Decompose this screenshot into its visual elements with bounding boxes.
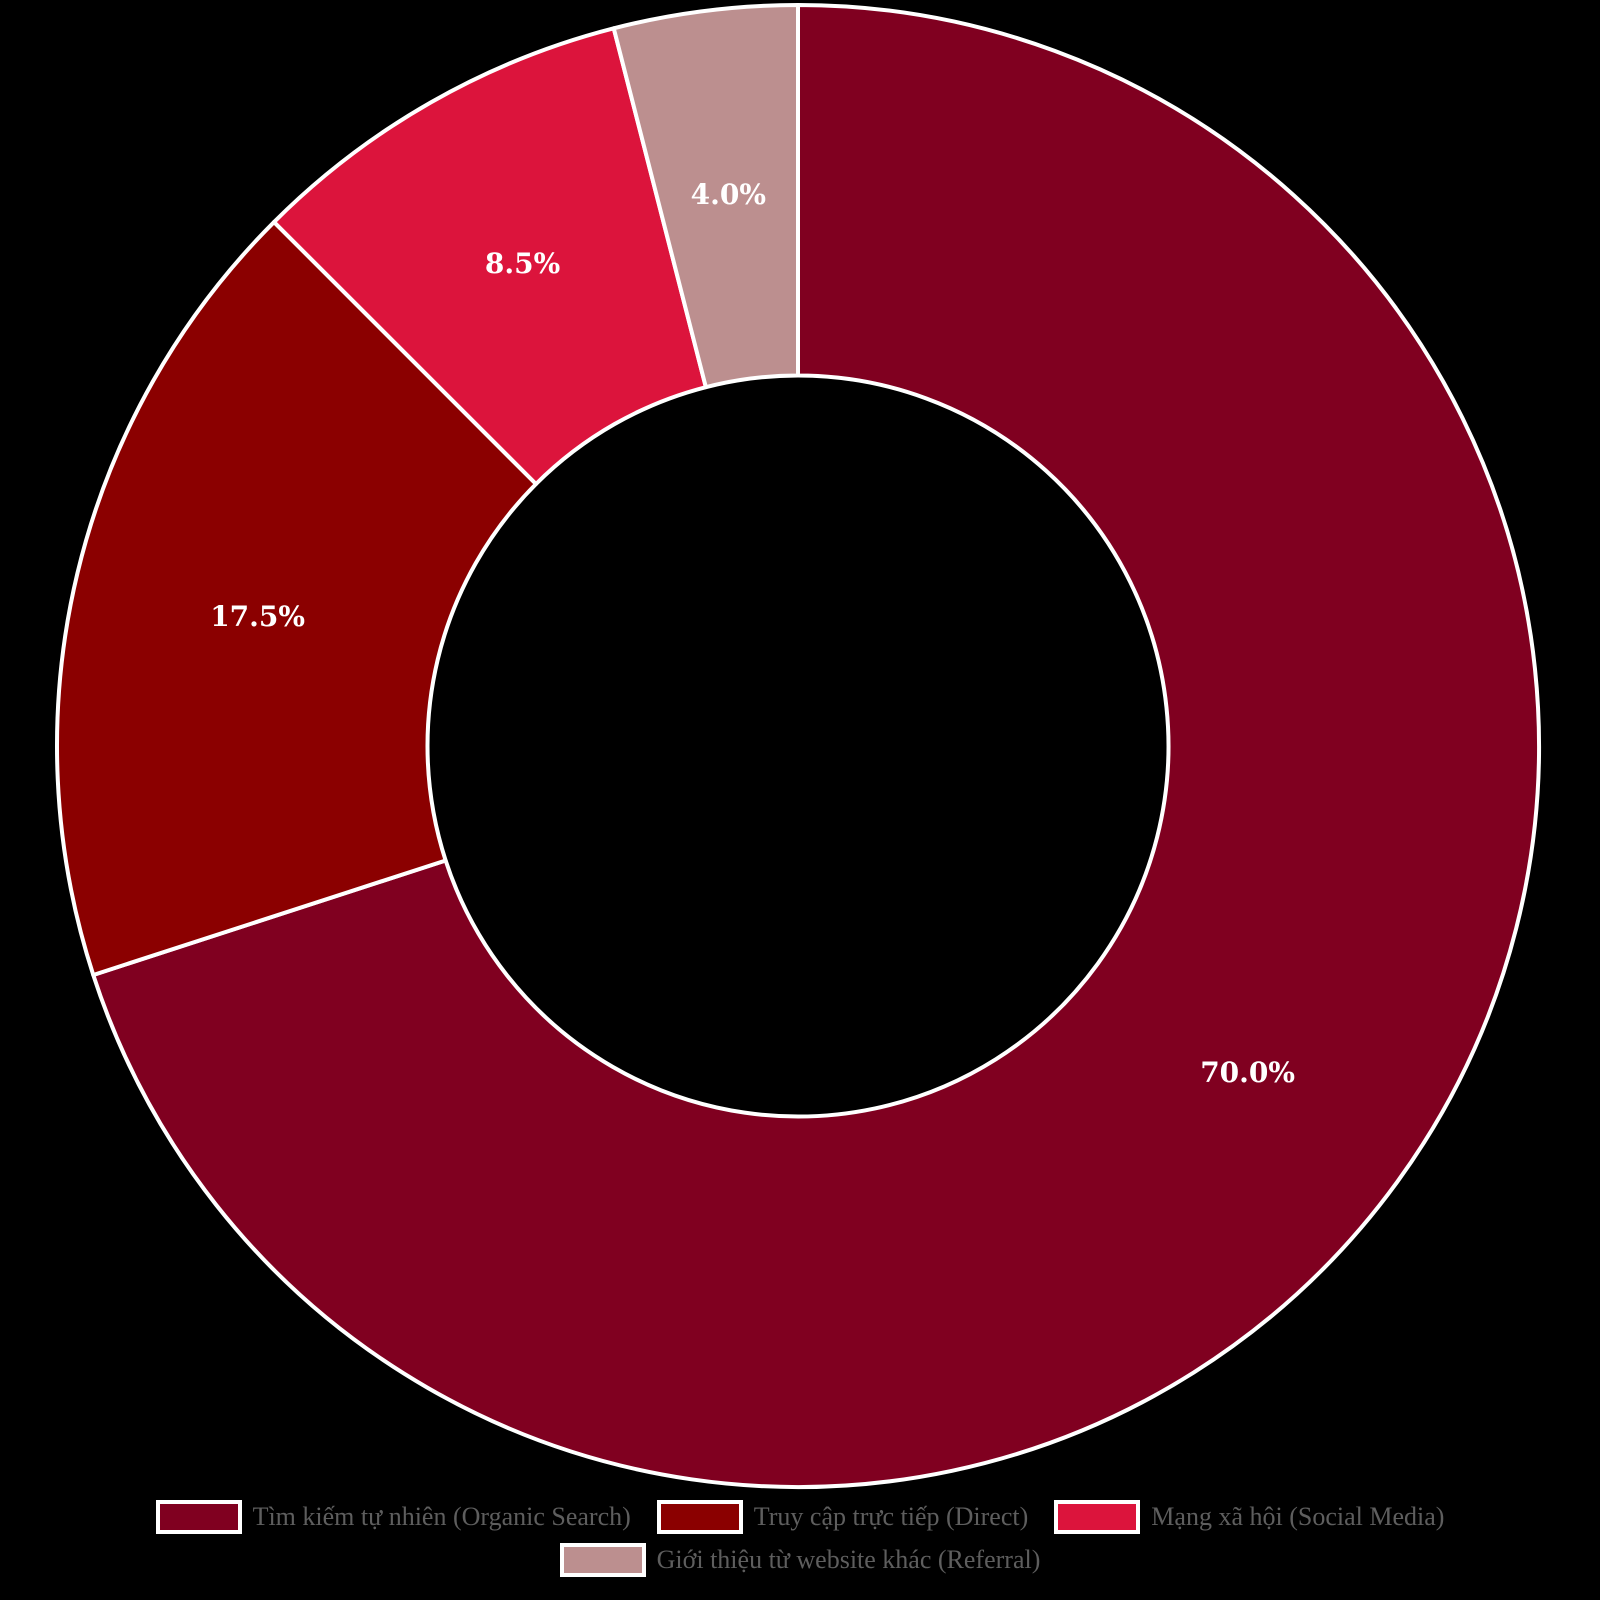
chart-legend: Tìm kiếm tự nhiên (Organic Search) Truy c…: [0, 1500, 1600, 1577]
wedge-percentage-label: 17.5%: [210, 600, 305, 633]
legend-item-3: Mạng xã hội (Social Media): [1054, 1500, 1444, 1534]
legend-swatch-icon: [155, 1500, 242, 1534]
legend-swatch-icon: [656, 1500, 743, 1534]
donut-wedge-4: [611, 3, 800, 390]
wedge-percentage-label: 4.0%: [691, 178, 766, 211]
wedge-percentage-label: 8.5%: [485, 247, 560, 280]
legend-item-2: Truy cập trực tiếp (Direct): [656, 1500, 1029, 1534]
legend-label: Truy cập trực tiếp (Direct): [753, 1502, 1029, 1531]
wedge-percentage-label: 70.0%: [1200, 1056, 1295, 1089]
legend-item-4: Giới thiệu từ website khác (Referral): [559, 1543, 1041, 1577]
donut-wedge-1: [91, 3, 1541, 1489]
legend-swatch-icon: [559, 1543, 646, 1577]
donut-wedge-3: [272, 26, 708, 487]
legend-label: Mạng xã hội (Social Media): [1151, 1502, 1445, 1531]
donut-wedge-2: [55, 220, 539, 977]
legend-swatch-icon: [1054, 1500, 1141, 1534]
legend-label: Tìm kiếm tự nhiên (Organic Search): [252, 1502, 631, 1531]
legend-label: Giới thiệu từ website khác (Referral): [656, 1545, 1041, 1574]
legend-item-1: Tìm kiếm tự nhiên (Organic Search): [155, 1500, 631, 1534]
